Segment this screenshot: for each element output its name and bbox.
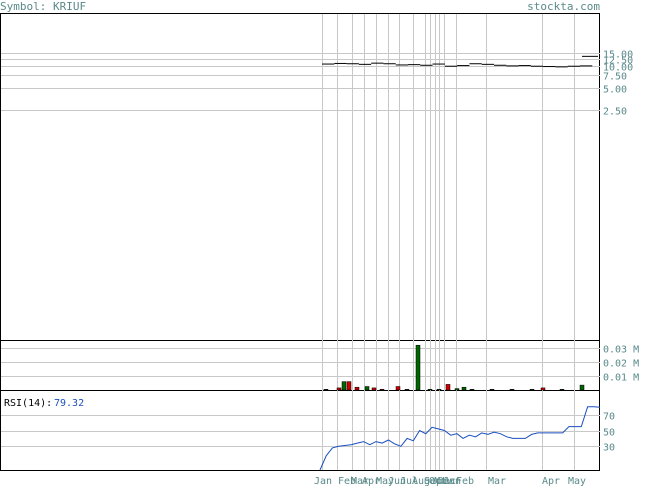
price-tick-0: 15.00 — [603, 50, 633, 61]
volume-bar-21 — [559, 389, 565, 391]
x-label-9: Oct — [429, 476, 447, 486]
x-label-11: Dec — [438, 476, 456, 486]
vol-tick-0: 0.03 M — [603, 345, 639, 356]
price-tick-1: 12.50 — [603, 56, 633, 67]
volume-bar-10 — [415, 344, 421, 391]
rsi-value: 79.32 — [54, 398, 84, 409]
volume-bar-7 — [379, 389, 385, 391]
rsi-tick-1: 50 — [603, 428, 615, 439]
x-label-14: Mar — [488, 476, 506, 486]
volume-bar-22 — [579, 384, 585, 391]
x-label-7: Aug — [412, 476, 430, 486]
volume-bar-18 — [509, 389, 515, 391]
x-label-10: Nov — [434, 476, 452, 486]
volume-bar-14 — [454, 388, 460, 391]
volume-bar-16 — [469, 389, 475, 391]
vol-tick-1: 0.02 M — [603, 359, 639, 370]
volume-bar-8 — [395, 386, 401, 391]
volume-bar-6 — [371, 387, 377, 391]
x-label-13: Feb — [456, 476, 474, 486]
price-series — [322, 55, 598, 68]
rsi-axis: 70 50 30 — [603, 412, 615, 454]
volume-bar-11 — [427, 389, 433, 391]
volume-bar-0 — [323, 389, 329, 391]
rsi-label: RSI(14): — [4, 398, 52, 409]
vertical-gridlines — [322, 14, 575, 470]
volume-bars — [323, 344, 585, 391]
x-label-6: Jul — [400, 476, 418, 486]
volume-bar-15 — [461, 386, 467, 391]
x-label-12: Jan — [443, 476, 461, 486]
volume-bar-5 — [364, 386, 370, 391]
x-label-0: Jan — [314, 476, 332, 486]
x-label-2: Mar — [351, 476, 369, 486]
x-label-4: May — [376, 476, 394, 486]
vol-tick-2: 0.01 M — [603, 373, 639, 384]
rsi-tick-0: 70 — [603, 412, 615, 423]
volume-bar-3 — [346, 381, 352, 391]
price-panel — [0, 13, 600, 341]
rsi-panel — [0, 390, 600, 471]
volume-bar-20 — [540, 387, 546, 391]
volume-bar-9 — [404, 389, 410, 391]
volume-bar-12 — [436, 389, 442, 391]
price-tick-4: 5.00 — [603, 85, 627, 96]
volume-bar-2 — [341, 381, 347, 391]
x-label-8: Sep — [424, 476, 442, 486]
volume-bar-13 — [445, 384, 451, 391]
x-label-5: Jun — [388, 476, 406, 486]
volume-bar-17 — [489, 389, 495, 391]
volume-bar-19 — [529, 389, 535, 391]
x-label-3: Apr — [362, 476, 380, 486]
x-axis-labels: Jan FebMarAprMayJunJulAugSepOctNovDecJanF… — [314, 476, 586, 486]
price-tick-2: 10.00 — [603, 63, 633, 74]
rsi-gridlines — [1, 415, 600, 447]
volume-bar-1 — [336, 387, 342, 391]
x-label-15: Apr — [542, 476, 560, 486]
rsi-series — [319, 406, 601, 471]
price-tick-5: 2.50 — [603, 107, 627, 118]
x-label-16: May — [568, 476, 586, 486]
volume-bar-4 — [354, 386, 360, 391]
rsi-tick-2: 30 — [603, 443, 615, 454]
symbol-label: Symbol: KRIUF — [0, 0, 87, 13]
site-label[interactable]: stockta.com — [527, 0, 600, 13]
price-tick-3: 7.50 — [603, 72, 627, 83]
price-gridlines — [1, 53, 600, 111]
volume-axis: 0.03 M 0.02 M 0.01 M — [603, 345, 639, 384]
volume-gridlines — [1, 348, 600, 377]
x-label-1: Feb — [338, 476, 356, 486]
rsi-line — [319, 406, 601, 471]
